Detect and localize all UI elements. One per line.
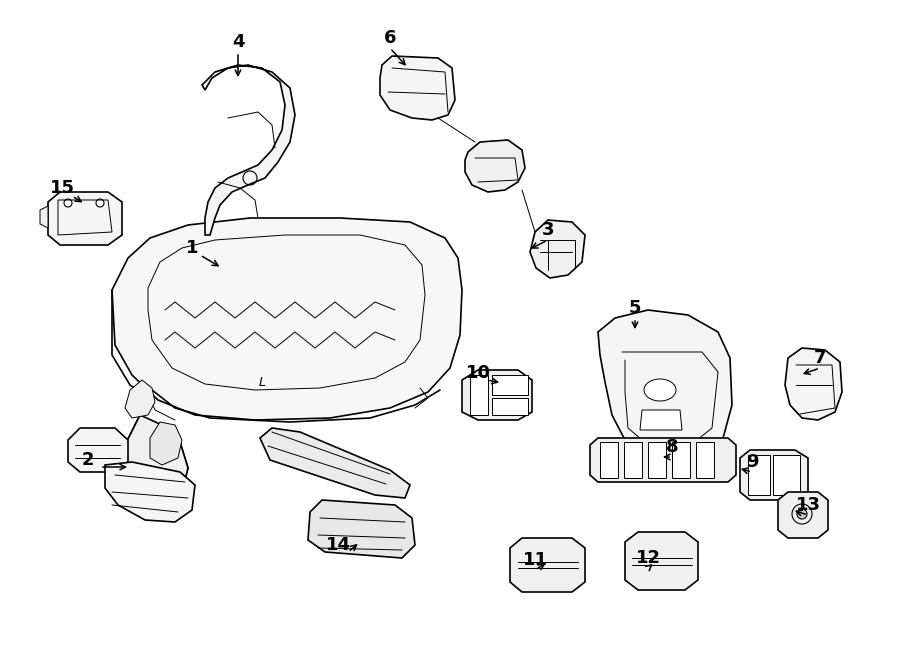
Polygon shape	[590, 438, 736, 482]
Polygon shape	[492, 375, 528, 395]
Ellipse shape	[644, 379, 676, 401]
Polygon shape	[696, 442, 714, 478]
Text: 5: 5	[629, 299, 641, 317]
Polygon shape	[380, 56, 455, 120]
Text: 15: 15	[50, 179, 75, 197]
Polygon shape	[470, 375, 488, 415]
Polygon shape	[465, 140, 525, 192]
Polygon shape	[68, 428, 128, 472]
Polygon shape	[510, 538, 585, 592]
Polygon shape	[624, 442, 642, 478]
Polygon shape	[260, 428, 410, 498]
Text: 13: 13	[796, 496, 821, 514]
Polygon shape	[740, 450, 808, 500]
Polygon shape	[785, 348, 842, 420]
Polygon shape	[773, 455, 800, 495]
Polygon shape	[530, 220, 585, 278]
Polygon shape	[462, 370, 532, 420]
Text: 2: 2	[82, 451, 94, 469]
Text: 10: 10	[465, 364, 491, 382]
Text: 11: 11	[523, 551, 547, 569]
Text: 12: 12	[635, 549, 661, 567]
Polygon shape	[625, 532, 698, 590]
Circle shape	[797, 509, 807, 519]
Text: 9: 9	[746, 453, 758, 471]
Polygon shape	[40, 206, 48, 228]
Text: 4: 4	[232, 33, 244, 51]
Polygon shape	[308, 500, 415, 558]
Polygon shape	[598, 310, 732, 466]
Polygon shape	[125, 380, 155, 418]
Polygon shape	[778, 492, 828, 538]
Text: 14: 14	[326, 536, 350, 554]
Polygon shape	[648, 442, 666, 478]
Polygon shape	[748, 455, 770, 495]
Polygon shape	[672, 442, 690, 478]
Polygon shape	[202, 65, 295, 235]
Text: 1: 1	[185, 239, 198, 257]
Polygon shape	[112, 218, 462, 420]
Text: 6: 6	[383, 29, 396, 47]
Polygon shape	[105, 462, 195, 522]
Polygon shape	[640, 410, 682, 430]
Polygon shape	[118, 415, 188, 505]
Text: 8: 8	[666, 438, 679, 456]
Text: 7: 7	[814, 349, 826, 367]
Text: 3: 3	[542, 221, 554, 239]
Polygon shape	[48, 192, 122, 245]
Polygon shape	[150, 422, 182, 465]
Text: L: L	[258, 375, 265, 389]
Polygon shape	[600, 442, 618, 478]
Polygon shape	[492, 398, 528, 415]
